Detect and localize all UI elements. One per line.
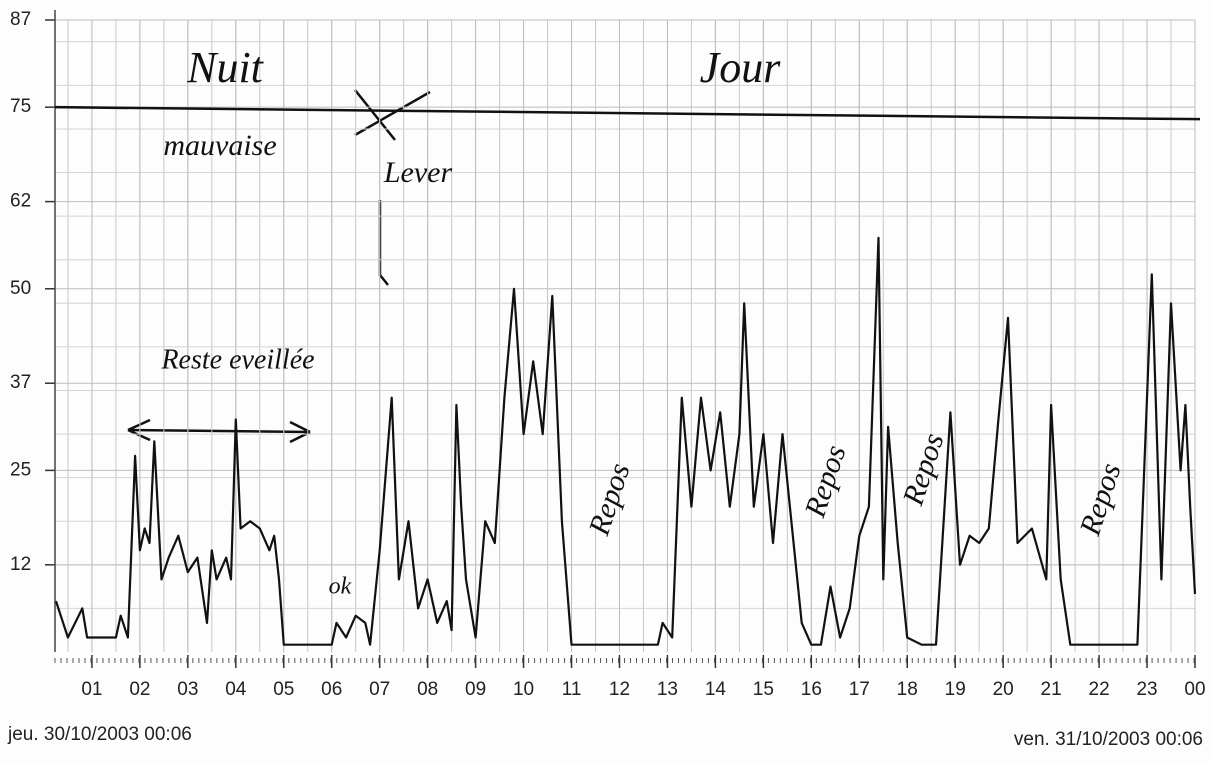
x-tick-label: 21 (1041, 679, 1062, 700)
annotation: Lever (383, 156, 453, 189)
x-tick-label: 08 (417, 679, 438, 700)
x-tick-label: 19 (945, 679, 966, 700)
end-label: ven. 31/10/2003 00:06 (1014, 729, 1203, 750)
y-tick-label: 50 (10, 278, 31, 299)
x-tick-label: 07 (369, 679, 390, 700)
data-line (54, 236, 1197, 646)
annotation: Nuit (186, 43, 265, 92)
x-tick-label: 01 (81, 679, 102, 700)
y-tick-label: 87 (10, 9, 31, 30)
x-tick-label: 13 (657, 679, 678, 700)
x-tick-label: 12 (609, 679, 630, 700)
y-tick-label: 37 (10, 372, 31, 393)
x-tick-label: 20 (993, 679, 1014, 700)
x-tick-label: 18 (897, 679, 918, 700)
x-tick-label: 17 (849, 679, 870, 700)
x-tick-label: 23 (1136, 679, 1157, 700)
y-tick-label: 12 (10, 554, 31, 575)
x-tick-label: 02 (129, 679, 150, 700)
y-tick-label: 25 (10, 459, 31, 480)
x-tick-label: 10 (513, 679, 534, 700)
annotation: ok (329, 574, 352, 600)
x-tick-label: 03 (177, 679, 198, 700)
annotation: mauvaise (163, 129, 276, 162)
x-tick-label: 15 (753, 679, 774, 700)
x-tick-label: 04 (225, 679, 247, 700)
x-tick-label: 05 (273, 679, 294, 700)
x-tick-label: 22 (1089, 679, 1110, 700)
x-tick-label: 09 (465, 679, 486, 700)
annotation: Jour (700, 43, 782, 92)
reference-line (54, 105, 1201, 121)
y-tick-label: 62 (10, 191, 31, 212)
x-tick-label: 14 (705, 679, 727, 700)
annotation: Reste eveillée (160, 344, 314, 375)
x-tick-label: 06 (321, 679, 342, 700)
x-tick-label: 11 (562, 679, 582, 700)
x-tick-label: 16 (801, 679, 822, 700)
start-label: jeu. 30/10/2003 00:06 (7, 724, 192, 745)
x-tick-label: 00 (1184, 679, 1205, 700)
y-tick-label: 75 (10, 96, 31, 117)
arrow (127, 418, 311, 444)
